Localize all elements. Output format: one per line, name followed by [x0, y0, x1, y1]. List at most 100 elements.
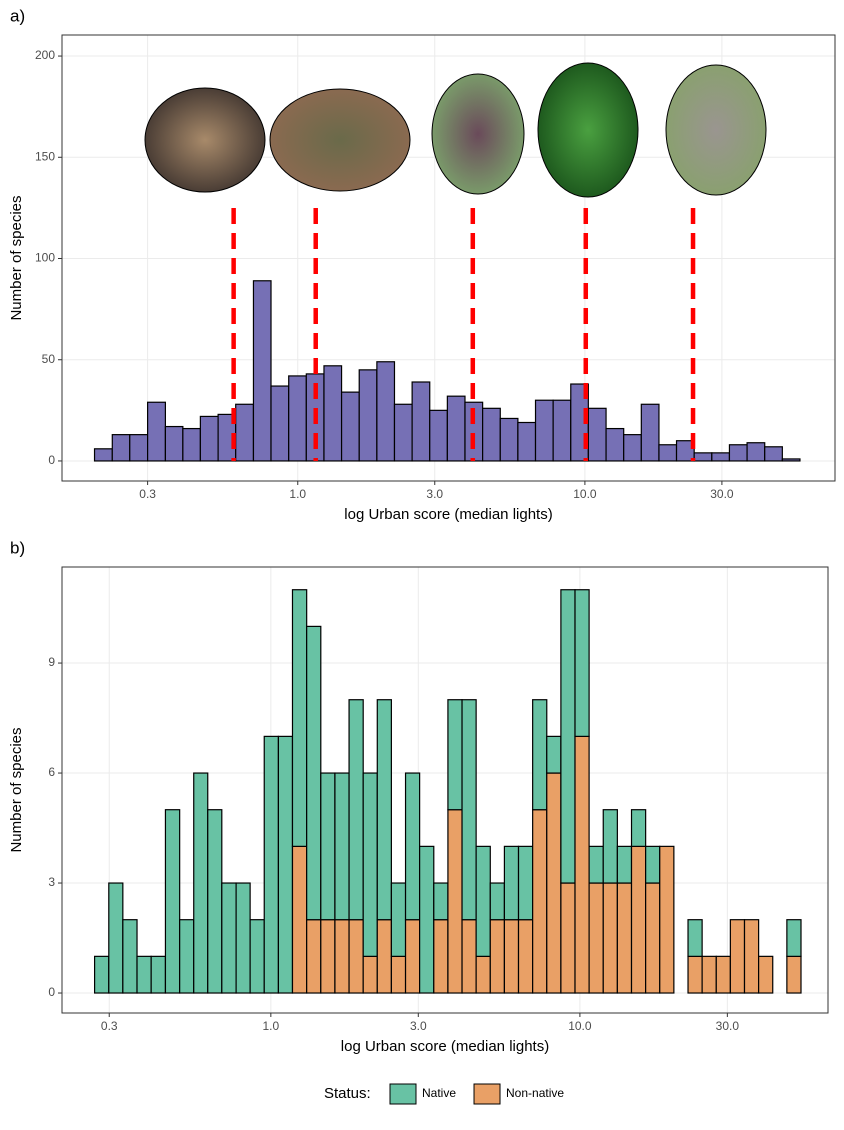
- bar: [376, 361, 396, 462]
- bar: [235, 403, 255, 462]
- bar: [687, 919, 703, 957]
- y-tick-label: 3: [48, 875, 55, 889]
- y-tick-label: 200: [35, 48, 55, 62]
- bar: [687, 955, 703, 994]
- bar: [552, 399, 572, 462]
- bar: [447, 699, 463, 811]
- x-axis-title: log Urban score (median lights): [341, 1038, 549, 1055]
- bar: [645, 882, 661, 994]
- bar: [358, 369, 378, 462]
- bar: [602, 809, 618, 884]
- y-tick-label: 0: [48, 453, 55, 467]
- bar: [781, 458, 801, 462]
- x-tick-label: 30.0: [710, 487, 734, 501]
- bar: [348, 919, 364, 994]
- bar: [729, 919, 746, 994]
- bar: [419, 845, 435, 994]
- bar: [560, 882, 576, 994]
- bar: [532, 809, 548, 994]
- bar: [630, 845, 647, 994]
- photo-frog: [144, 87, 266, 193]
- bar: [348, 699, 364, 921]
- bar: [433, 919, 449, 994]
- bar: [532, 699, 548, 811]
- y-tick-label: 50: [42, 352, 56, 366]
- bar: [461, 919, 477, 994]
- bar: [447, 809, 463, 994]
- x-tick-label: 1.0: [289, 487, 306, 501]
- bar: [616, 882, 633, 994]
- bar: [534, 399, 554, 462]
- bar: [461, 699, 477, 921]
- bar: [129, 434, 149, 462]
- bar: [489, 882, 505, 921]
- bar: [340, 391, 360, 462]
- bar: [482, 407, 501, 462]
- bar: [376, 699, 392, 921]
- x-tick-label: 1.0: [262, 1019, 279, 1033]
- x-tick-label: 0.3: [101, 1019, 118, 1033]
- bar: [630, 809, 647, 847]
- bar: [588, 845, 604, 884]
- bar: [517, 919, 534, 994]
- bar: [164, 425, 184, 462]
- x-tick-label: 30.0: [716, 1019, 740, 1033]
- bar: [93, 448, 113, 462]
- bar: [323, 365, 343, 462]
- legend-label: Native: [422, 1086, 456, 1100]
- bar: [147, 401, 167, 462]
- x-tick-label: 10.0: [568, 1019, 592, 1033]
- bar: [390, 882, 407, 957]
- photo-group: [144, 62, 767, 198]
- bar: [393, 403, 413, 462]
- bar: [164, 809, 181, 994]
- bar: [517, 845, 534, 921]
- photo-skunk-cabbage: [431, 73, 525, 195]
- bar: [93, 955, 110, 994]
- bar: [235, 882, 251, 994]
- bar: [489, 919, 505, 994]
- bar: [475, 845, 491, 957]
- bar: [193, 772, 209, 994]
- bar: [728, 444, 748, 462]
- bar: [411, 381, 431, 462]
- bar: [786, 955, 802, 994]
- legend-title: Status:: [324, 1085, 371, 1102]
- bar: [605, 427, 625, 462]
- bar: [433, 882, 449, 921]
- bar: [390, 955, 407, 994]
- bar: [446, 395, 466, 462]
- bar: [199, 415, 219, 462]
- bar: [574, 589, 590, 737]
- x-axis-title: log Urban score (median lights): [344, 506, 552, 523]
- bar: [715, 955, 731, 994]
- bar: [588, 882, 604, 994]
- bar: [182, 427, 201, 462]
- bar: [503, 919, 520, 994]
- bar: [546, 735, 562, 774]
- y-axis-title: Number of species: [8, 727, 25, 852]
- bar: [659, 845, 675, 994]
- bar: [429, 409, 448, 462]
- bar: [640, 403, 660, 462]
- bar: [517, 421, 537, 462]
- legend-label: Non-native: [506, 1086, 564, 1100]
- bar: [574, 735, 590, 994]
- bar: [136, 955, 152, 994]
- bar: [602, 882, 618, 994]
- bar: [249, 919, 265, 994]
- bar: [675, 440, 695, 462]
- bar: [252, 280, 272, 462]
- bar: [499, 417, 519, 462]
- bar: [743, 919, 760, 994]
- bar: [291, 845, 308, 994]
- legend-swatch: [473, 1083, 501, 1105]
- bar: [362, 955, 378, 994]
- bar: [623, 434, 642, 462]
- y-tick-label: 150: [35, 149, 55, 163]
- bar: [306, 919, 322, 994]
- bar: [587, 407, 607, 462]
- bar: [362, 772, 378, 957]
- bar: [270, 385, 290, 462]
